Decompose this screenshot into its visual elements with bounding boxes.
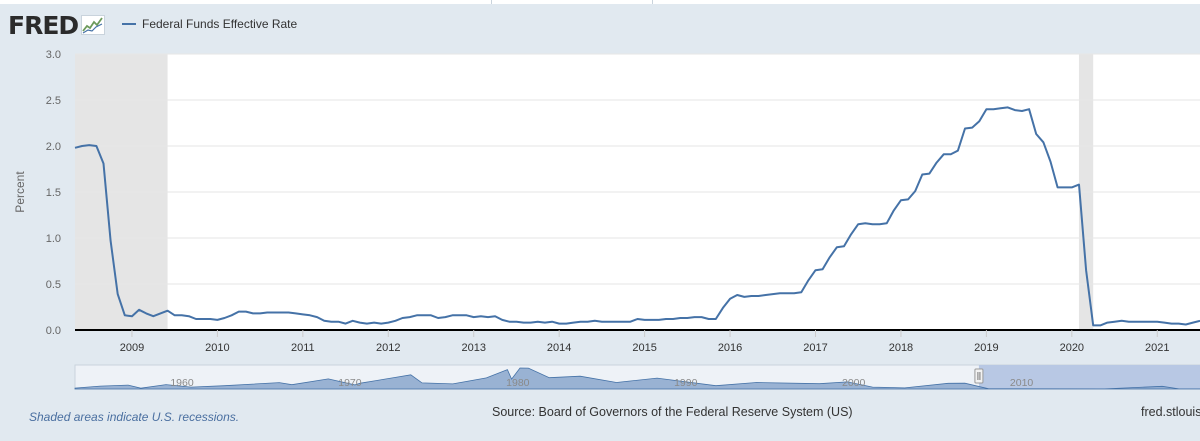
x-tick-label: 2015: [632, 342, 656, 354]
top-strip: [0, 0, 1200, 4]
navigator-label: 2000: [842, 377, 866, 389]
y-axis-label: Percent: [13, 171, 27, 213]
fred-logo-text: FRED: [8, 10, 79, 40]
source-text: Source: Board of Governors of the Federa…: [492, 405, 853, 419]
chart-legend[interactable]: Federal Funds Effective Rate: [122, 17, 297, 31]
series-line: [74, 106, 1200, 327]
x-tick-label: 2018: [889, 342, 913, 354]
navigator-label: 1980: [506, 377, 530, 389]
navigator-label: 2010: [1010, 377, 1034, 389]
navigator-area: [74, 367, 1200, 390]
x-tick-label: 2013: [461, 342, 485, 354]
navigator-label: 1970: [338, 377, 362, 389]
x-tick-label: 2014: [547, 342, 571, 354]
x-tick-label: 2016: [718, 342, 742, 354]
x-tick-label: 2012: [376, 342, 400, 354]
y-tick-label: 1.5: [46, 187, 61, 199]
legend-swatch: [122, 23, 136, 25]
legend-label: Federal Funds Effective Rate: [142, 17, 298, 31]
navigator-selection: [978, 365, 1200, 389]
y-tick-label: 1.0: [46, 233, 61, 245]
navigator-handle-grip: [974, 368, 984, 384]
fred-chart-icon: [81, 15, 106, 35]
x-tick-label: 2019: [974, 342, 998, 354]
y-tick-label: 2.0: [46, 141, 61, 153]
recession-note: Shaded areas indicate U.S. recessions.: [29, 410, 240, 424]
top-strip-divider: [652, 0, 653, 4]
y-tick-label: 3.0: [46, 49, 61, 61]
x-tick-label: 2011: [291, 342, 315, 354]
y-tick-label: 0.0: [46, 325, 61, 337]
x-tick-label: 2010: [205, 342, 229, 354]
x-tick-label: 2020: [1060, 342, 1084, 354]
y-tick-label: 0.5: [46, 279, 61, 291]
navigator-label: 1990: [674, 377, 698, 389]
x-tick-label: 2021: [1145, 342, 1169, 354]
navigator-label: 1960: [170, 377, 194, 389]
navigator-handle[interactable]: [974, 368, 984, 384]
top-strip-divider: [491, 0, 492, 4]
fred-logo[interactable]: FRED: [8, 10, 106, 40]
site-link[interactable]: fred.stlouis: [1141, 405, 1200, 419]
y-tick-label: 2.5: [46, 95, 61, 107]
x-tick-label: 2009: [120, 342, 144, 354]
x-tick-label: 2017: [803, 342, 827, 354]
